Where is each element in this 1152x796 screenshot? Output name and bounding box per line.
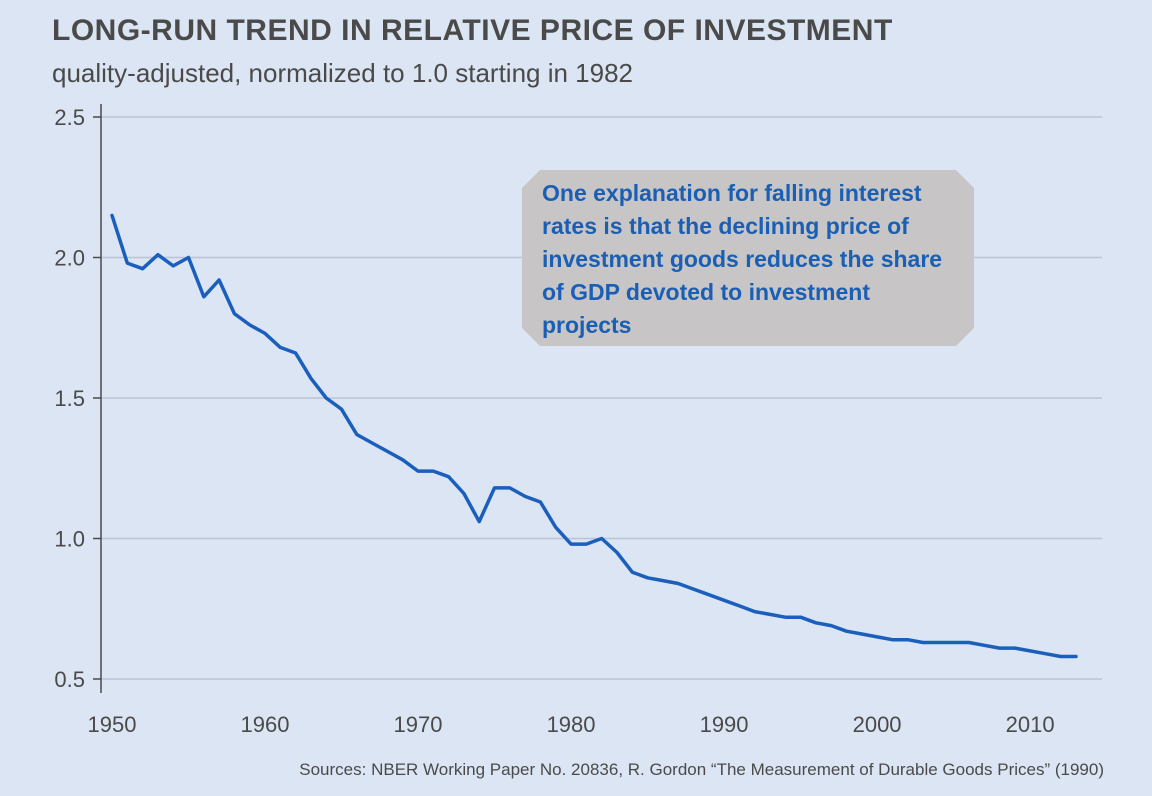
y-tick-label: 1.0 bbox=[54, 527, 85, 552]
x-tick-label: 1990 bbox=[700, 712, 749, 737]
y-tick-label: 0.5 bbox=[54, 667, 85, 692]
annotation-box: One explanation for falling interest rat… bbox=[522, 170, 974, 346]
x-tick-label: 2000 bbox=[853, 712, 902, 737]
x-tick-label: 1960 bbox=[241, 712, 290, 737]
source-note: Sources: NBER Working Paper No. 20836, R… bbox=[299, 760, 1104, 779]
chart-subtitle: quality-adjusted, normalized to 1.0 star… bbox=[52, 58, 634, 88]
series-line bbox=[110, 213, 1078, 659]
y-tick-label: 1.5 bbox=[54, 386, 85, 411]
chart-title: LONG-RUN TREND IN RELATIVE PRICE OF INVE… bbox=[52, 14, 893, 47]
y-tick-label: 2.0 bbox=[54, 246, 85, 271]
y-tick-label: 2.5 bbox=[54, 105, 85, 130]
x-tick-label: 2010 bbox=[1006, 712, 1055, 737]
x-tick-label: 1980 bbox=[547, 712, 596, 737]
x-tick-label: 1950 bbox=[88, 712, 137, 737]
x-tick-label: 1970 bbox=[394, 712, 443, 737]
x-axis-ticks: 1950 1960 1970 1980 1990 2000 2010 bbox=[88, 712, 1055, 737]
series-group bbox=[110, 213, 1078, 659]
y-axis-ticks: 0.5 1.0 1.5 2.0 2.5 bbox=[54, 105, 101, 692]
